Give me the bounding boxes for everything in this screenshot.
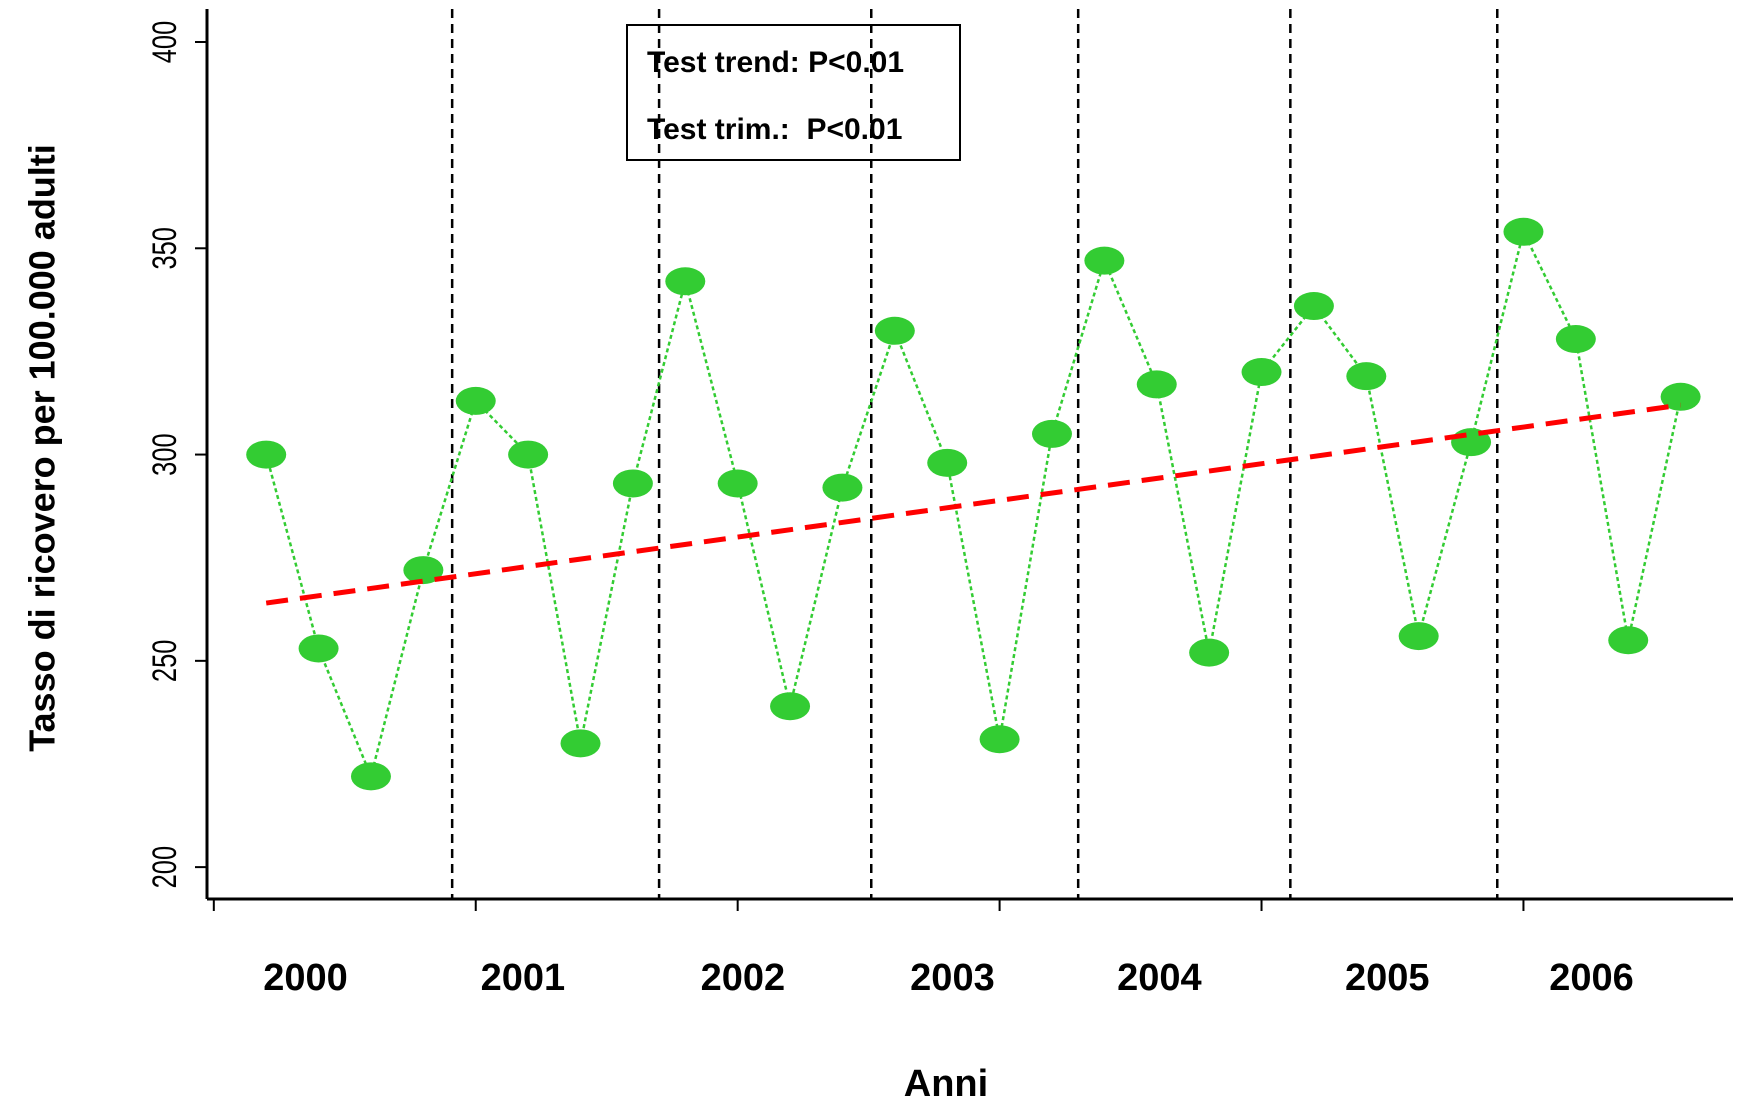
annotation: Test trim.: P<0.01	[647, 113, 902, 146]
year-label: 2006	[1549, 957, 1634, 999]
data-point	[508, 440, 549, 469]
data-point	[874, 316, 915, 345]
year-label: 2003	[910, 957, 995, 999]
data-point	[350, 762, 391, 791]
data-point	[1346, 362, 1387, 391]
data-point	[560, 729, 601, 758]
data-point	[403, 556, 444, 585]
data-point	[1293, 292, 1334, 321]
data-point	[612, 469, 653, 498]
data-point	[455, 386, 496, 415]
data-point	[1608, 626, 1649, 655]
data-point	[1241, 358, 1282, 387]
y-tick-label: 350	[147, 227, 184, 270]
y-tick-label: 250	[147, 640, 184, 683]
y-tick-label: 400	[147, 21, 184, 64]
annotation-box	[626, 24, 961, 161]
data-point	[1031, 419, 1072, 448]
y-axis-label: Tasso di ricovero per 100.000 adulti	[22, 144, 63, 752]
data-point	[298, 634, 339, 663]
data-point	[1136, 370, 1177, 399]
data-point	[1660, 382, 1701, 411]
series-line	[264, 228, 1682, 781]
data-point	[1189, 638, 1230, 667]
year-label: 2005	[1345, 957, 1430, 999]
year-label: 2002	[701, 957, 786, 999]
data-point	[1398, 622, 1439, 651]
data-point	[927, 448, 968, 477]
data-point	[770, 692, 811, 721]
data-point	[665, 267, 706, 296]
year-label: 2004	[1117, 957, 1202, 999]
data-point	[1503, 217, 1544, 246]
year-label: 2000	[263, 957, 348, 999]
y-tick-label: 200	[147, 846, 184, 889]
data-point	[717, 469, 758, 498]
trend-line	[265, 402, 1681, 606]
annotation: Test trend: P<0.01	[647, 46, 904, 79]
data-point	[246, 440, 287, 469]
data-point	[1555, 325, 1596, 354]
year-label: 2001	[481, 957, 566, 999]
data-point	[979, 725, 1020, 754]
data-point	[822, 473, 863, 502]
y-tick-label: 300	[147, 433, 184, 476]
x-axis-label: Anni	[904, 1063, 988, 1103]
data-point	[1084, 246, 1125, 275]
